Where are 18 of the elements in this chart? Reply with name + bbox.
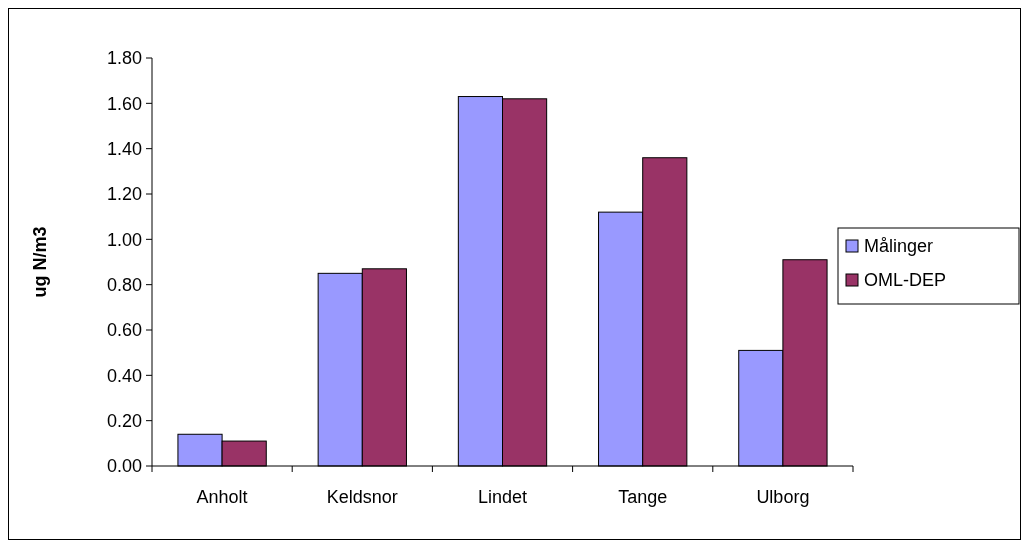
x-tick-label: Keldsnor bbox=[326, 487, 398, 507]
y-tick-label: 1.40 bbox=[106, 138, 142, 159]
y-tick-label: 0.20 bbox=[106, 410, 142, 431]
y-tick-label: 0.00 bbox=[106, 456, 142, 477]
x-tick-label: Tange bbox=[618, 487, 668, 507]
y-tick-label: 1.20 bbox=[106, 184, 142, 205]
y-axis-title: ug N/m3 bbox=[30, 226, 50, 298]
legend-label: OML-DEP bbox=[864, 270, 947, 291]
x-tick-label: Lindet bbox=[477, 487, 528, 507]
y-tick-label: 1.60 bbox=[106, 93, 142, 114]
x-tick-label: Ulborg bbox=[756, 487, 810, 507]
x-tick-label: Anholt bbox=[196, 487, 248, 507]
y-tick-label: 1.00 bbox=[106, 229, 142, 250]
y-tick-label: 1.80 bbox=[106, 48, 142, 69]
legend-label: Målinger bbox=[864, 236, 934, 257]
y-tick-label: 0.40 bbox=[106, 365, 142, 386]
y-tick-label: 0.60 bbox=[106, 320, 142, 341]
y-tick-label: 0.80 bbox=[106, 274, 142, 295]
